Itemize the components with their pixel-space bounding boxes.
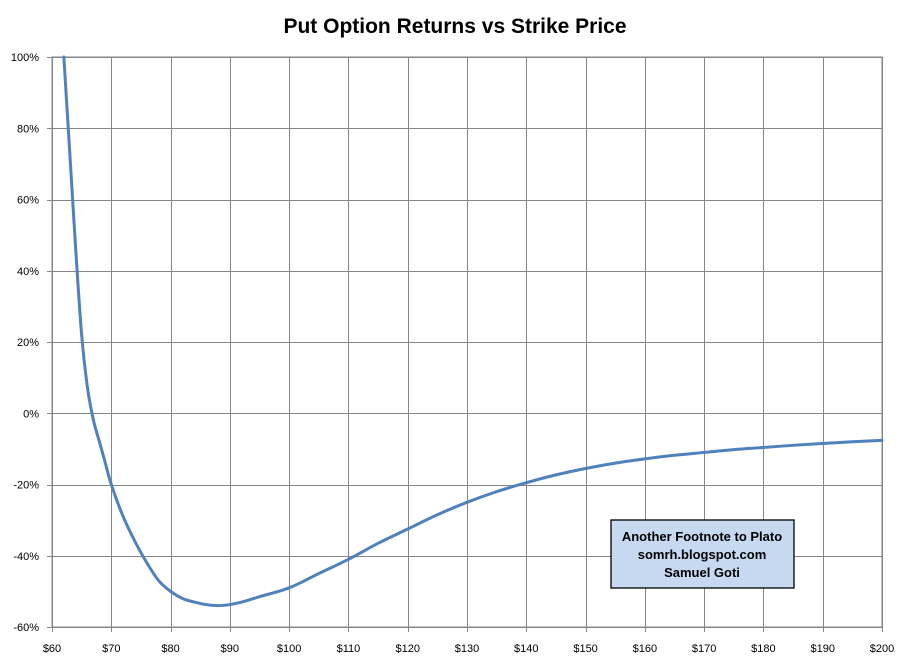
y-tick-label: -40%	[13, 551, 39, 563]
y-tick-label: 100%	[11, 52, 39, 64]
y-tick-label: 40%	[17, 266, 39, 278]
x-tick-label: $130	[455, 643, 479, 655]
chart-title: Put Option Returns vs Strike Price	[283, 15, 626, 38]
x-tick-label: $100	[277, 643, 301, 655]
x-tick-label: $120	[395, 643, 419, 655]
series-layer	[62, 55, 884, 608]
annotation-line-3: Samuel Goti	[664, 565, 740, 580]
x-tick-label: $110	[337, 643, 361, 655]
series-line	[62, 55, 884, 608]
x-tick-label: $170	[692, 643, 716, 655]
x-tick-label: $160	[633, 643, 657, 655]
y-tick-label: -20%	[13, 480, 39, 492]
y-tick-label: 20%	[17, 337, 39, 349]
x-tick-label: $140	[514, 643, 538, 655]
y-tick-label: 60%	[17, 195, 39, 207]
axes: $60 $70 $80 $90 $100 $110 $120 $130 $140 $150 $160…	[11, 52, 894, 655]
y-tick-label: -60%	[13, 622, 39, 634]
annotation-line-1: Another Footnote to Plato	[622, 529, 782, 544]
y-tick-label: 0%	[23, 408, 39, 420]
annotation-box	[610, 519, 795, 589]
x-tick-label: $90	[221, 643, 239, 655]
x-tick-label: $60	[43, 643, 61, 655]
annotation-line-2: somrh.blogspot.com	[638, 547, 767, 562]
grid	[51, 56, 883, 628]
x-tick-label: $80	[161, 643, 179, 655]
x-tick-label: $190	[810, 643, 834, 655]
y-tick-label: 80%	[17, 123, 39, 135]
x-tick-label: $180	[751, 643, 775, 655]
annotation-layer: Another Footnote to Plato somrh.blogspot…	[610, 519, 795, 589]
x-tick-label: $200	[870, 643, 894, 655]
x-tick-label: $70	[102, 643, 120, 655]
x-tick-label: $150	[573, 643, 597, 655]
